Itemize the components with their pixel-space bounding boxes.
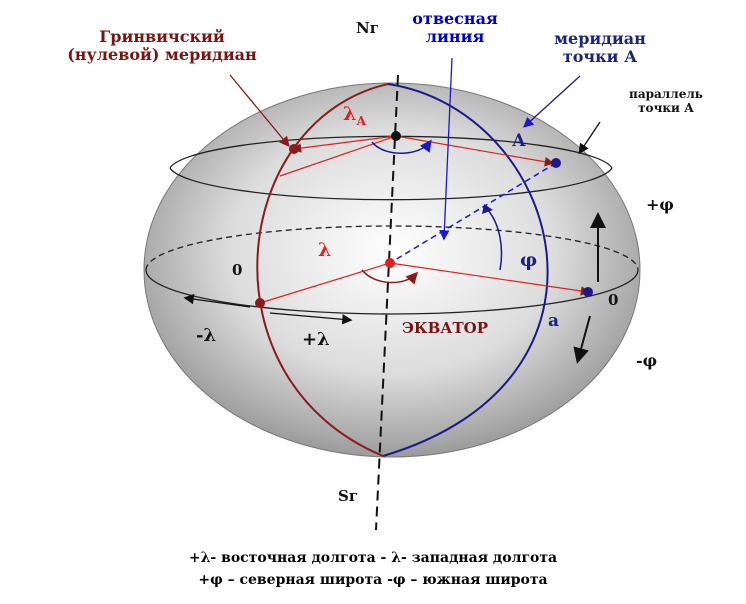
meridian-a-label-line2: точки А bbox=[562, 47, 638, 67]
plus-lambda-arrow bbox=[269, 312, 353, 325]
greenwich-label-line1: Гринвичский bbox=[99, 27, 225, 46]
phi-arc bbox=[487, 209, 503, 271]
polar-axis bbox=[375, 74, 399, 531]
equator-label: ЭКВАТОР bbox=[402, 319, 488, 337]
greenwich-pointer bbox=[229, 74, 290, 148]
point-a-equator bbox=[583, 287, 593, 297]
parallel-a-label-line2: точки А bbox=[638, 100, 694, 115]
plumb-pointer bbox=[439, 57, 453, 241]
zero-left-label: 0 bbox=[232, 261, 243, 279]
lambda-a-arc bbox=[371, 139, 432, 154]
greenwich-label-line2: (нулевой) меридиан bbox=[67, 45, 257, 65]
lambda-label: λ bbox=[318, 239, 332, 261]
north-pole-label: Nг bbox=[356, 19, 379, 37]
equator-front bbox=[145, 269, 639, 315]
parallel-pointer bbox=[578, 121, 601, 155]
plumb-line-label-line1: отвесная bbox=[412, 9, 498, 28]
plumb-line bbox=[389, 162, 557, 264]
minus-lambda-label: -λ bbox=[196, 325, 217, 346]
legend-line-1: +λ- восточная долгота - λ- западная долг… bbox=[188, 550, 558, 566]
north-pole-point bbox=[391, 131, 401, 141]
equator-back bbox=[145, 225, 639, 271]
parallel-a-label: параллель точки А bbox=[616, 87, 716, 116]
lambda-a-label: λА bbox=[343, 103, 367, 129]
point-a-equator-label: а bbox=[548, 311, 560, 331]
meridian-a bbox=[382, 83, 549, 457]
zero-right-label: 0 bbox=[608, 291, 619, 309]
minus-lambda-arrow bbox=[183, 293, 251, 308]
lambda-arc bbox=[361, 269, 419, 285]
south-pole-label: Sг bbox=[338, 487, 359, 505]
minus-phi-arrow bbox=[573, 315, 591, 364]
greenwich-meridian bbox=[256, 83, 389, 457]
greenwich-equator-point bbox=[255, 298, 265, 308]
minus-phi-label: -φ bbox=[636, 351, 658, 370]
greenwich-label: Гринвичский (нулевой) меридиан bbox=[62, 27, 262, 65]
phi-label: φ bbox=[520, 249, 538, 271]
greenwich-parallel-point bbox=[289, 144, 299, 154]
lambda-a-subscript: А bbox=[356, 113, 367, 128]
legend-line-2: +φ – северная широта -φ – южная широта bbox=[198, 572, 548, 588]
plus-phi-label: +φ bbox=[646, 195, 674, 214]
plumb-line-label: отвесная линия bbox=[400, 9, 510, 47]
meridian-a-label: меридиан точки А bbox=[545, 29, 655, 67]
meridian-pointer bbox=[523, 75, 581, 128]
phi-arc-arrowhead bbox=[482, 204, 493, 214]
parallel-a-front bbox=[169, 167, 613, 201]
point-a bbox=[551, 158, 561, 168]
earth-ellipsoid bbox=[143, 82, 641, 458]
meridian-a-label-line1: меридиан bbox=[554, 29, 646, 48]
point-a-label: А bbox=[512, 131, 526, 151]
parallel-a-label-line1: параллель bbox=[629, 87, 703, 101]
plus-lambda-label: +λ bbox=[302, 329, 330, 350]
lambda-a-symbol: λ bbox=[343, 103, 357, 125]
plumb-line-label-line2: линия bbox=[425, 27, 485, 47]
earth-center-point bbox=[385, 258, 395, 268]
